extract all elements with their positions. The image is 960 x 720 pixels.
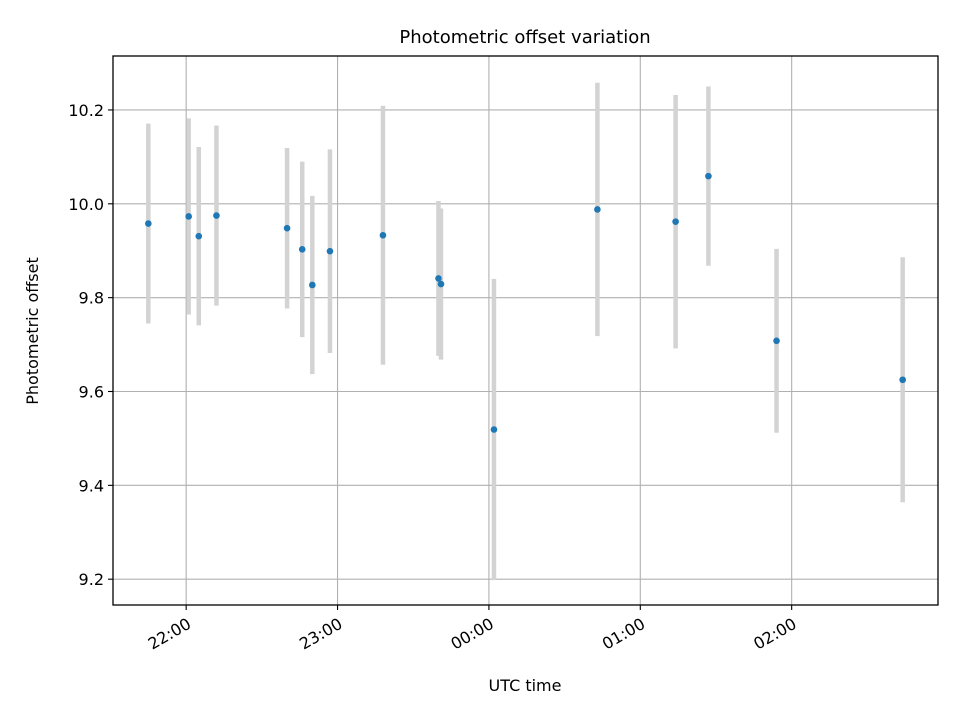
data-point bbox=[213, 212, 220, 219]
data-point bbox=[195, 232, 203, 240]
grid bbox=[113, 56, 938, 605]
data-point bbox=[435, 275, 442, 282]
y-tick-label: 9.4 bbox=[79, 476, 104, 495]
data-point bbox=[773, 337, 780, 345]
y-tick-label: 10.0 bbox=[68, 195, 104, 214]
data-point bbox=[298, 246, 306, 253]
plot-frame bbox=[112, 55, 939, 606]
chart-title: Photometric offset variation bbox=[399, 27, 650, 48]
data-point bbox=[145, 220, 152, 227]
y-tick-label: 10.2 bbox=[68, 101, 104, 120]
y-tick-label: 9.8 bbox=[79, 289, 104, 308]
y-tick-label: 9.6 bbox=[79, 383, 104, 402]
data-point bbox=[899, 376, 906, 384]
data-point bbox=[185, 213, 192, 220]
data-point bbox=[326, 247, 334, 255]
y-axis: 9.2 9.4 9.6 9.8 10.0 10.2 bbox=[68, 101, 113, 589]
data-point bbox=[379, 231, 387, 239]
data-point bbox=[490, 426, 498, 433]
data-point bbox=[309, 281, 316, 289]
y-tick-label: 9.2 bbox=[79, 570, 104, 589]
data-points bbox=[145, 172, 906, 433]
data-point bbox=[437, 280, 445, 288]
data-point bbox=[283, 224, 291, 232]
data-point bbox=[672, 218, 679, 225]
x-axis-label: UTC time bbox=[489, 676, 562, 695]
data-point bbox=[594, 206, 601, 213]
y-axis-label: Photometric offset bbox=[23, 257, 42, 405]
data-point bbox=[705, 172, 712, 180]
